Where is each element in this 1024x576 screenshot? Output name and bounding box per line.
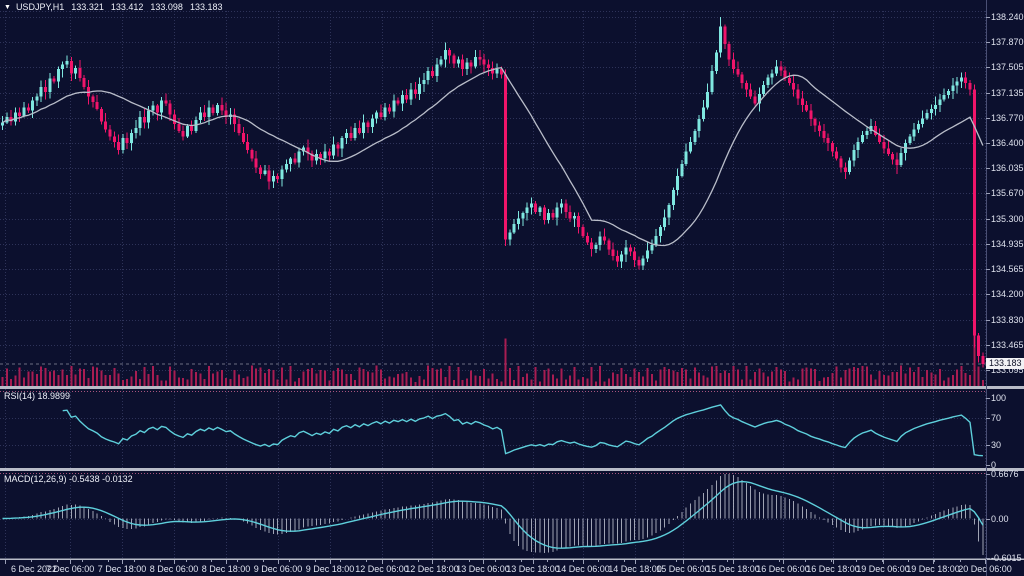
time-axis-label: 19 Dec 18:00	[906, 564, 960, 574]
price-axis-label: 136.770	[991, 112, 1024, 123]
high-value: 133.412	[110, 2, 144, 12]
price-axis-label: 133.465	[991, 339, 1024, 350]
price-axis-label: 137.505	[991, 62, 1024, 73]
price-axis-label: 133.830	[991, 314, 1024, 325]
symbol-ohlc-readout: ▼ USDJPY,H1 133.321 133.412 133.098 133.183	[4, 2, 222, 12]
time-axis-label: 14 Dec 18:00	[608, 564, 662, 574]
price-axis-label: 137.135	[991, 87, 1024, 98]
rsi-axis-label: 100	[991, 393, 1007, 403]
time-axis-label: 20 Dec 06:00	[958, 564, 1012, 574]
price-axis-label: 136.035	[991, 163, 1024, 174]
rsi-axis-label: 30	[991, 439, 1002, 450]
time-axis-label: 9 Dec 06:00	[253, 564, 303, 574]
symbol-label: USDJPY,H1	[15, 2, 65, 12]
time-axis-label: 15 Dec 18:00	[706, 564, 760, 574]
time-axis-label: 13 Dec 06:00	[456, 564, 510, 574]
time-axis-label: 7 Dec 18:00	[97, 564, 147, 574]
price-axis-label: 135.670	[991, 188, 1024, 199]
close-value: 133.183	[189, 2, 223, 12]
rsi-axis-label: 70	[991, 413, 1002, 424]
time-axis-label: 6 Dec 2022	[10, 564, 58, 574]
price-axis-label: 133.095	[991, 365, 1024, 375]
price-axis-label: 137.870	[991, 37, 1024, 48]
rsi-axis-label: 0	[991, 460, 997, 470]
collapse-indicator-icon[interactable]: ▼	[4, 4, 11, 11]
time-axis-label: 7 Dec 06:00	[45, 564, 95, 574]
low-value: 133.098	[150, 2, 183, 12]
macd-signal-value: -0.0132	[102, 474, 133, 484]
macd-axis-label: -0.6015	[991, 553, 1022, 563]
current-price-tag: 133.183	[986, 358, 1024, 370]
rsi-indicator-label: RSI(14) 18.9899	[4, 391, 71, 401]
macd-axis-label: 0.6676	[991, 469, 1019, 479]
time-axis-label: 14 Dec 06:00	[556, 564, 610, 574]
time-axis-label: 8 Dec 06:00	[149, 564, 199, 574]
time-axis-label: 13 Dec 18:00	[506, 564, 560, 574]
time-axis-label: 16 Dec 06:00	[756, 564, 810, 574]
price-axis-label: 135.300	[991, 213, 1024, 224]
time-axis-label: 12 Dec 06:00	[355, 564, 409, 574]
time-axis-label: 15 Dec 06:00	[656, 564, 710, 574]
time-axis-label: 8 Dec 18:00	[201, 564, 251, 574]
open-value: 133.321	[71, 2, 104, 12]
price-axis-label: 134.200	[991, 289, 1024, 300]
time-axis-label: 16 Dec 18:00	[806, 564, 860, 574]
macd-axis-label: 0.00	[991, 513, 1009, 524]
rsi-value: 18.9899	[37, 391, 71, 401]
price-axis-label: 134.935	[991, 238, 1024, 249]
macd-indicator-label: MACD(12,26,9) -0.5438 -0.0132	[4, 474, 133, 484]
macd-main-value: -0.5438	[69, 474, 100, 484]
price-axis-label: 134.565	[991, 264, 1024, 275]
time-axis-label: 19 Dec 06:00	[856, 564, 910, 574]
price-axis-label: 136.400	[991, 138, 1024, 149]
time-axis-label: 12 Dec 18:00	[405, 564, 459, 574]
time-axis-label: 9 Dec 18:00	[305, 564, 355, 574]
price-axis-label: 138.240	[991, 12, 1024, 22]
